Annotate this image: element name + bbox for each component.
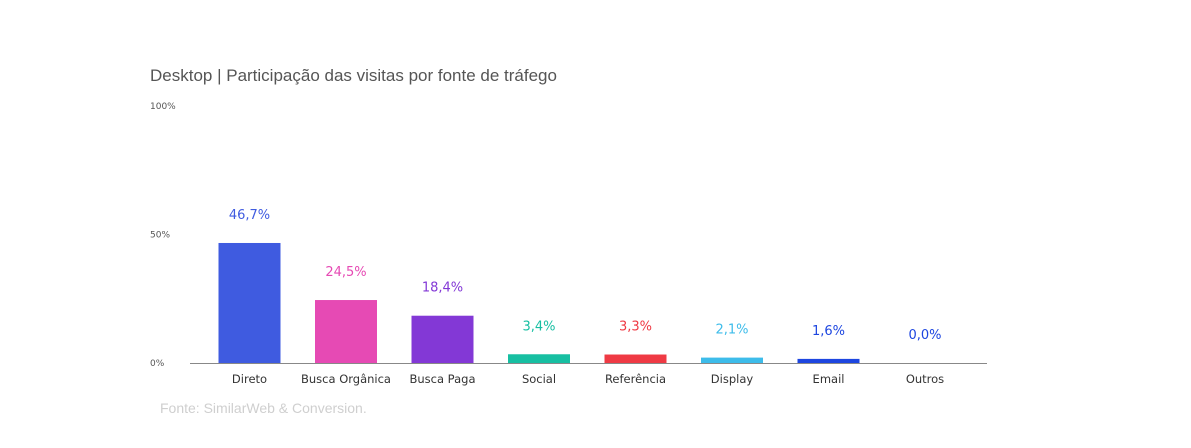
data-label: 3,4% (522, 319, 555, 334)
x-tick-label: Busca Orgânica (301, 372, 391, 386)
data-label: 3,3% (619, 320, 652, 335)
bar (508, 354, 570, 363)
data-label: 46,7% (229, 208, 270, 223)
chart-title: Desktop | Participação das visitas por f… (150, 66, 557, 85)
x-tick-label: Display (711, 372, 754, 386)
bar (604, 354, 667, 363)
source-note: Fonte: SimilarWeb & Conversion. (160, 400, 367, 416)
data-label: 1,6% (812, 324, 845, 339)
y-tick-label: 100% (150, 102, 176, 112)
x-tick-label: Busca Paga (409, 372, 475, 386)
y-tick-label: 50% (150, 231, 170, 241)
data-label: 18,4% (422, 281, 463, 296)
x-tick-label: Direto (232, 372, 267, 386)
bar (411, 315, 474, 363)
bar (315, 300, 377, 363)
data-label: 2,1% (715, 323, 748, 338)
y-tick-label: 0% (150, 359, 165, 369)
x-tick-label: Referência (605, 372, 666, 386)
data-label: 0,0% (908, 328, 941, 343)
data-label: 24,5% (325, 265, 366, 280)
bar (218, 242, 281, 363)
x-tick-label: Email (813, 372, 845, 386)
bar (701, 357, 763, 363)
x-tick-label: Social (522, 372, 556, 386)
bar (797, 358, 860, 363)
x-tick-label: Outros (906, 372, 944, 386)
